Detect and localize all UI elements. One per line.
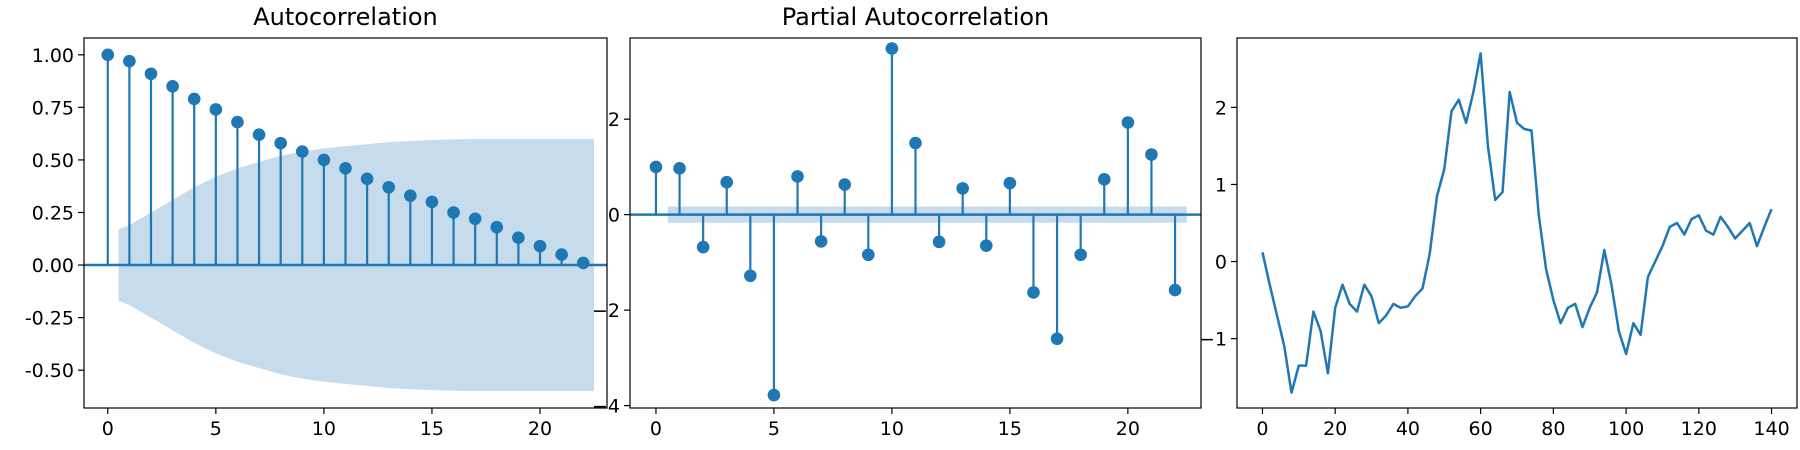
stem-marker (317, 153, 331, 167)
y-tick-label: 1.00 (32, 45, 74, 67)
x-tick-label: 40 (1396, 418, 1420, 440)
stem-marker (838, 178, 852, 191)
acf-panel: 0 5 10 15 20 -0.50 -0.25 0.00 0.25 0.50 0.75 1.00 Au… (25, 3, 608, 440)
stem-marker (649, 160, 663, 174)
stem-marker (425, 195, 439, 209)
x-tick-label: 60 (1469, 418, 1493, 440)
stem-marker (673, 162, 686, 175)
x-tick-label: 20 (528, 418, 552, 440)
x-tick-label: 0 (1256, 418, 1268, 440)
y-tick-label: −2 (592, 300, 620, 322)
y-tick-label: 1 (1215, 174, 1227, 196)
stem-marker (533, 239, 547, 253)
stem-marker (512, 231, 525, 245)
series-line (1261, 52, 1773, 394)
stem-marker (295, 145, 309, 158)
stem-marker (231, 115, 244, 129)
y-tick-label: −4 (592, 396, 620, 418)
y-tick-label: 0.75 (32, 97, 74, 119)
chart-title: Autocorrelation (253, 3, 438, 31)
x-tick-label: 5 (210, 418, 222, 440)
stem-marker (490, 220, 504, 234)
x-tick-label: 20 (1323, 418, 1347, 440)
stem-marker (696, 240, 710, 254)
stem-marker (209, 103, 223, 116)
x-tick-label: 80 (1541, 418, 1565, 440)
x-tick-label: 5 (768, 418, 780, 440)
stem-marker (382, 180, 396, 194)
stem-marker (1145, 148, 1158, 161)
stem-marker (1168, 283, 1182, 297)
stem-marker (720, 175, 734, 189)
y-tick-label: 2 (1215, 97, 1227, 119)
stem-marker (166, 80, 179, 93)
stem-marker (252, 128, 266, 142)
y-tick-label: −1 (1199, 329, 1227, 351)
axes-frame (83, 37, 608, 409)
x-tick-label: 120 (1681, 418, 1717, 440)
stem-marker (956, 182, 969, 195)
y-tick-label: 0.25 (32, 202, 74, 224)
y-tick-label: -0.25 (25, 308, 74, 330)
stem-marker (1074, 248, 1087, 262)
x-tick-label: 15 (420, 418, 444, 440)
stem-marker (932, 235, 946, 249)
stem-marker (1027, 286, 1040, 299)
axes-frame (1236, 37, 1798, 409)
y-tick-label: -0.50 (25, 360, 74, 382)
stem-marker (979, 239, 993, 252)
series-panel: 0 20 40 60 80 100 120 140 −1 0 1 2 (1199, 37, 1798, 440)
stem-marker (885, 42, 899, 55)
stem-marker (101, 48, 115, 62)
x-tick-label: 140 (1753, 418, 1789, 440)
stem-marker (1003, 176, 1017, 190)
stem-marker (1050, 332, 1064, 346)
stem-marker (909, 136, 922, 150)
x-tick-label: 0 (102, 418, 114, 440)
stem-marker (339, 162, 352, 175)
chart-title: Partial Autocorrelation (782, 3, 1050, 31)
y-tick-label: 0 (608, 205, 620, 227)
y-tick-label: 0.00 (32, 255, 74, 277)
x-tick-label: 20 (1116, 418, 1140, 440)
axes-frame (629, 37, 1202, 409)
x-tick-label: 10 (312, 418, 336, 440)
stem-marker (187, 92, 201, 106)
stem-marker (767, 388, 781, 402)
stem-marker (791, 170, 804, 183)
stem-marker (144, 67, 158, 81)
stem-marker (862, 248, 875, 262)
stem-marker (123, 54, 136, 68)
y-tick-label: 0 (1215, 252, 1227, 274)
x-tick-label: 15 (998, 418, 1022, 440)
stem-marker (404, 189, 417, 202)
stem-marker (555, 248, 568, 261)
y-tick-label: 0.50 (32, 150, 74, 172)
stem-marker (1121, 116, 1135, 129)
stem-marker (360, 172, 374, 186)
x-tick-label: 10 (880, 418, 904, 440)
stem-marker (576, 256, 590, 270)
stem-marker (447, 206, 460, 219)
x-tick-label: 0 (650, 418, 662, 440)
pacf-panel: 0 5 10 15 20 −4 −2 0 2 Partial Autocorrelation (592, 3, 1202, 440)
stem-marker (1097, 173, 1111, 186)
x-tick-label: 100 (1608, 418, 1644, 440)
stem-marker (744, 269, 757, 283)
stem-marker (468, 212, 482, 226)
stem-marker (814, 235, 828, 248)
y-tick-label: 2 (608, 109, 620, 131)
stem-marker (274, 136, 287, 150)
